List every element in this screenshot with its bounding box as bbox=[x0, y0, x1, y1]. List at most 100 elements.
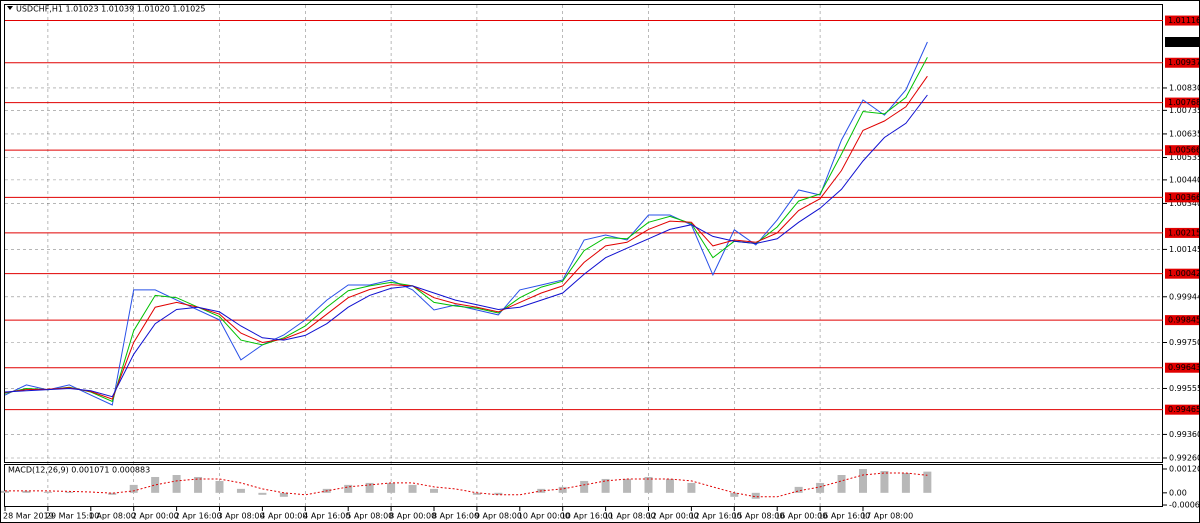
macd-title: MACD(12,26,9) 0.001071 0.000883 bbox=[8, 466, 150, 475]
y-tick-label: 0.99360 bbox=[1169, 430, 1200, 439]
y-tick-label: 0.99750 bbox=[1169, 338, 1200, 347]
histogram-bar bbox=[344, 484, 353, 493]
level-tag bbox=[1165, 192, 1199, 203]
level-tag bbox=[1165, 145, 1199, 156]
histogram-bar bbox=[816, 482, 825, 493]
histogram-bar bbox=[279, 492, 288, 497]
x-tick-label: 2 Apr 16:00 bbox=[175, 512, 222, 521]
x-tick-label: 28 Mar 2019 bbox=[3, 512, 54, 521]
histogram-bar bbox=[665, 478, 674, 493]
y-tick-label: 0.99260 bbox=[1169, 453, 1200, 462]
x-tick-label: 17 Apr 08:00 bbox=[861, 512, 913, 521]
y-tick-label: 0.99555 bbox=[1169, 384, 1200, 393]
level-label: 1.00042 bbox=[1168, 269, 1200, 278]
level-label: 0.99643 bbox=[1168, 363, 1200, 372]
x-tick-label: 15 Apr 08:00 bbox=[732, 512, 784, 521]
x-tick-label: 5 Apr 08:00 bbox=[346, 512, 393, 521]
level-tag bbox=[1165, 268, 1199, 279]
x-tick-label: 3 Apr 08:00 bbox=[218, 512, 265, 521]
histogram-bar bbox=[687, 482, 696, 493]
y-tick-label: 0.00 bbox=[1169, 488, 1187, 497]
y-tick-label: 1.00735 bbox=[1169, 106, 1200, 115]
x-tick-label: 4 Apr 16:00 bbox=[303, 512, 350, 521]
histogram-bar bbox=[151, 476, 160, 493]
histogram-bar bbox=[837, 475, 846, 493]
level-tag bbox=[1165, 57, 1199, 68]
y-tick-label: 1.00440 bbox=[1169, 175, 1200, 184]
histogram-bar bbox=[923, 471, 932, 493]
histogram-bar bbox=[108, 492, 117, 495]
series-line bbox=[4, 75, 928, 400]
y-tick-label: -0.000615 bbox=[1169, 501, 1200, 510]
histogram-bar bbox=[558, 486, 567, 493]
level-label: 1.00566 bbox=[1168, 146, 1200, 155]
histogram-bar bbox=[194, 476, 203, 493]
x-tick-label: 11 Apr 08:00 bbox=[604, 512, 656, 521]
histogram-bar bbox=[472, 492, 481, 495]
macd-panel bbox=[4, 464, 1163, 507]
histogram-bar bbox=[408, 484, 417, 493]
menu-arrow bbox=[7, 6, 13, 10]
level-label: 1.00937 bbox=[1168, 58, 1200, 67]
level-tag bbox=[1165, 227, 1199, 238]
x-tick-label: 4 Apr 00:00 bbox=[260, 512, 307, 521]
level-tag bbox=[1165, 97, 1199, 108]
y-tick-label: 1.00635 bbox=[1169, 129, 1200, 138]
histogram-bar bbox=[1, 490, 9, 493]
histogram-bar bbox=[43, 491, 52, 493]
x-tick-label: 1 Apr 08:00 bbox=[89, 512, 136, 521]
histogram-bar bbox=[22, 490, 31, 493]
histogram-bar bbox=[901, 473, 910, 493]
y-tick-label: 1.00535 bbox=[1169, 153, 1200, 162]
histogram-bar bbox=[623, 478, 632, 493]
series-line bbox=[5, 472, 928, 498]
histogram-bar bbox=[601, 478, 610, 493]
histogram-bar bbox=[494, 492, 503, 495]
histogram-bar bbox=[387, 482, 396, 493]
level-tag bbox=[1165, 15, 1199, 26]
histogram-bar bbox=[65, 491, 74, 493]
level-label: 1.00768 bbox=[1168, 98, 1200, 107]
y-tick-label: 0.99944 bbox=[1169, 292, 1200, 301]
y-tick-label: 1.00830 bbox=[1169, 83, 1200, 92]
x-tick-label: 2 Apr 00:00 bbox=[132, 512, 179, 521]
level-label: 1.01116 bbox=[1168, 16, 1200, 25]
histogram-bar bbox=[236, 488, 245, 493]
histogram-bar bbox=[365, 482, 374, 493]
x-tick-label: 29 Mar 15:00 bbox=[46, 512, 99, 521]
histogram-bar bbox=[644, 476, 653, 493]
level-tag bbox=[1165, 404, 1199, 415]
x-tick-label: 12 Apr 00:00 bbox=[647, 512, 699, 521]
x-tick-label: 10 Apr 00:00 bbox=[518, 512, 570, 521]
x-tick-label: 16 Apr 16:00 bbox=[818, 512, 870, 521]
price-tag bbox=[1165, 37, 1199, 48]
histogram-bar bbox=[880, 471, 889, 493]
level-tag bbox=[1165, 315, 1199, 326]
histogram-bar bbox=[730, 492, 739, 497]
level-label: 1.00215 bbox=[1168, 228, 1200, 237]
level-label: 0.99845 bbox=[1168, 316, 1200, 325]
x-tick-label: 16 Apr 00:00 bbox=[775, 512, 827, 521]
histogram-bar bbox=[751, 492, 760, 499]
histogram-bar bbox=[129, 484, 138, 493]
x-tick-label: 9 Apr 08:00 bbox=[475, 512, 522, 521]
y-tick-label: 1.00340 bbox=[1169, 199, 1200, 208]
level-label: 1.00366 bbox=[1168, 193, 1200, 202]
histogram-bar bbox=[172, 475, 181, 493]
series-line bbox=[4, 94, 928, 398]
x-tick-label: 10 Apr 16:00 bbox=[561, 512, 613, 521]
price-label: 1.01025 bbox=[1168, 38, 1200, 47]
x-tick-label: 12 Apr 16:00 bbox=[689, 512, 741, 521]
histogram-bar bbox=[215, 480, 224, 493]
histogram-bar bbox=[859, 469, 867, 493]
histogram-bar bbox=[794, 486, 803, 493]
histogram-bar bbox=[580, 480, 589, 493]
chart-title: USDCHF,H1 1.01023 1.01039 1.01020 1.0102… bbox=[16, 5, 205, 14]
y-tick-label: 0.001204 bbox=[1169, 464, 1200, 473]
histogram-bar bbox=[258, 492, 267, 495]
y-tick-label: 1.00145 bbox=[1169, 245, 1200, 254]
x-tick-label: 8 Apr 00:00 bbox=[389, 512, 436, 521]
series-line bbox=[4, 57, 928, 403]
x-tick-label: 8 Apr 16:00 bbox=[432, 512, 479, 521]
